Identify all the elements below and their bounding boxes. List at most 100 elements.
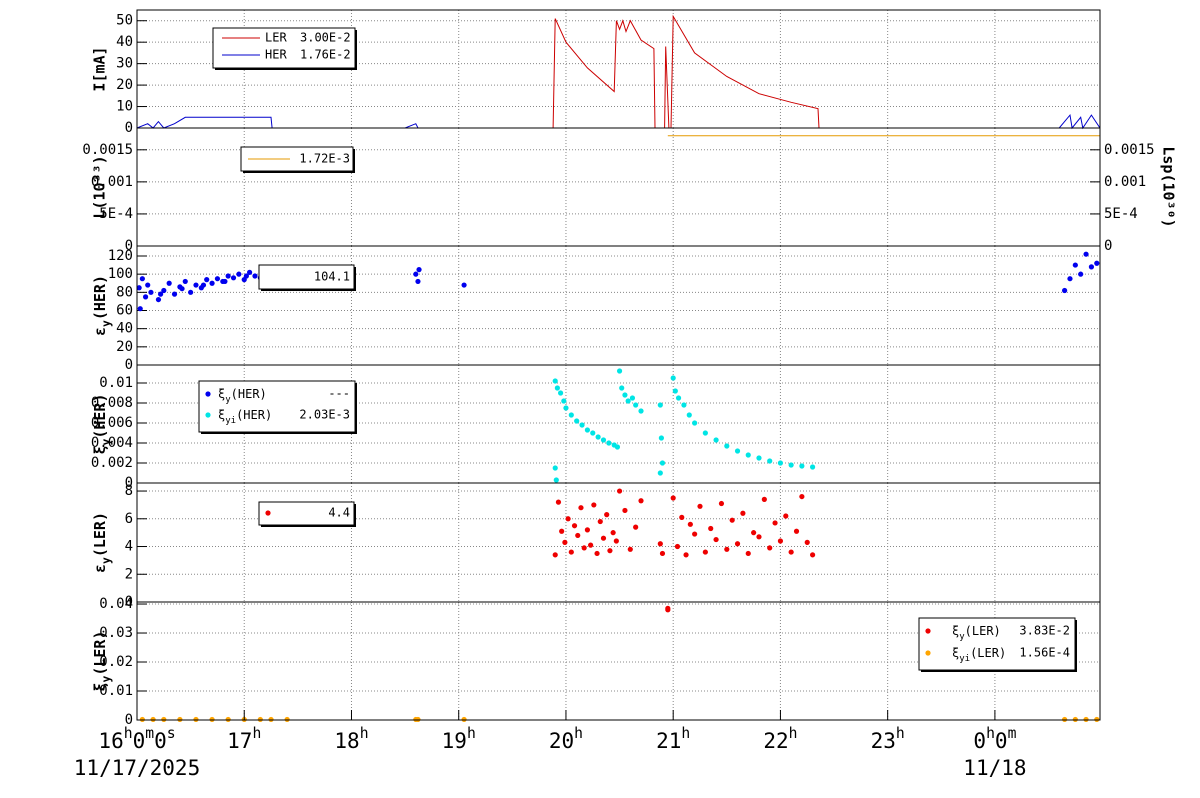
data-point [713, 437, 719, 443]
data-point [772, 520, 778, 526]
y2-tick-label: 0.001 [1104, 174, 1146, 190]
x-tick-label: 19h [442, 725, 476, 754]
data-point [1078, 271, 1084, 277]
y-tick-label: 0.006 [91, 415, 133, 431]
y-tick-label: 6 [125, 511, 133, 527]
data-point [142, 294, 149, 300]
data-point [588, 542, 594, 548]
data-point [627, 546, 633, 552]
x-date-label: 11/18 [963, 756, 1026, 780]
data-point [559, 528, 565, 534]
data-point [713, 536, 719, 543]
y-tick-label: 20 [116, 77, 133, 93]
data-point [804, 539, 810, 545]
data-point [679, 514, 685, 520]
data-point [675, 395, 682, 401]
legend-box [212, 27, 356, 69]
legend-box [258, 501, 355, 526]
data-point [193, 716, 199, 723]
data-point [692, 531, 698, 537]
data-point [139, 276, 145, 282]
y-tick-label: 40 [116, 321, 133, 337]
data-point [177, 716, 183, 723]
data-point [1094, 716, 1100, 723]
y-axis-label: L(10³³) [91, 155, 109, 218]
data-point [756, 455, 762, 461]
x-date-label: 11/17/2025 [74, 756, 200, 780]
data-point [574, 418, 580, 424]
y-tick-label: 0.02 [99, 654, 133, 670]
data-point [554, 385, 560, 391]
data-point [236, 271, 242, 277]
data-point [745, 452, 751, 458]
data-point [1094, 260, 1100, 266]
data-point [616, 368, 623, 374]
y-tick-label: 0 [125, 120, 133, 136]
y-axis-label: εy(HER) [91, 275, 113, 336]
data-point [247, 269, 253, 275]
data-point [571, 523, 578, 529]
data-point [214, 276, 221, 282]
data-point [619, 385, 625, 391]
data-point [692, 420, 698, 426]
data-point [777, 460, 784, 466]
y-tick-label: 0.004 [91, 435, 133, 451]
data-point [209, 280, 215, 286]
data-point [243, 273, 249, 279]
y-tick-label: 0 [125, 475, 133, 491]
data-point [1067, 276, 1073, 282]
data-point [702, 430, 708, 436]
data-point [137, 306, 143, 312]
y-tick-label: 0.002 [91, 455, 133, 471]
data-point [597, 518, 603, 525]
y-tick-label: 0 [125, 357, 133, 373]
data-point [161, 716, 167, 723]
data-point [204, 277, 210, 283]
data-point [1072, 716, 1078, 723]
legend-value: 3.00E-2 [300, 31, 351, 45]
data-point [767, 545, 773, 551]
data-point [638, 408, 644, 414]
data-point [416, 267, 422, 273]
x-tick-label: 17h [227, 725, 261, 754]
legend-value: 1.76E-2 [300, 48, 351, 62]
data-point [161, 287, 167, 294]
data-point [708, 525, 714, 532]
y-tick-label: 0 [125, 712, 133, 728]
data-point [745, 550, 751, 557]
y-tick-label: 30 [116, 56, 133, 72]
y-tick-label: 80 [116, 284, 133, 300]
data-point [1083, 251, 1089, 257]
legend-marker [205, 391, 211, 397]
data-point [638, 498, 644, 504]
data-point [697, 503, 703, 509]
y-tick-label: 40 [116, 34, 133, 50]
data-point [200, 282, 207, 288]
data-point [674, 543, 681, 550]
legend-marker [925, 650, 931, 656]
data-point [761, 496, 767, 502]
data-point [1083, 716, 1089, 723]
y-tick-label: 0.03 [99, 625, 133, 641]
data-point [607, 548, 613, 554]
data-point [657, 470, 663, 476]
data-point [788, 549, 794, 555]
data-point [756, 534, 762, 540]
x-tick-label: 21h [656, 725, 690, 754]
data-point [659, 460, 666, 466]
data-point [625, 398, 631, 404]
data-point [157, 291, 164, 297]
data-point [681, 402, 687, 408]
data-point [225, 273, 231, 279]
data-point [767, 458, 773, 464]
data-point [188, 289, 194, 295]
data-point [777, 538, 784, 544]
data-point [415, 716, 421, 723]
legend-label: ξyi(LER) [952, 646, 1006, 664]
data-point [166, 280, 172, 286]
data-point [788, 462, 794, 468]
data-point [783, 513, 789, 519]
data-point [810, 552, 816, 558]
y-tick-label: 4 [125, 539, 133, 555]
y-tick-label: 0 [125, 594, 133, 610]
